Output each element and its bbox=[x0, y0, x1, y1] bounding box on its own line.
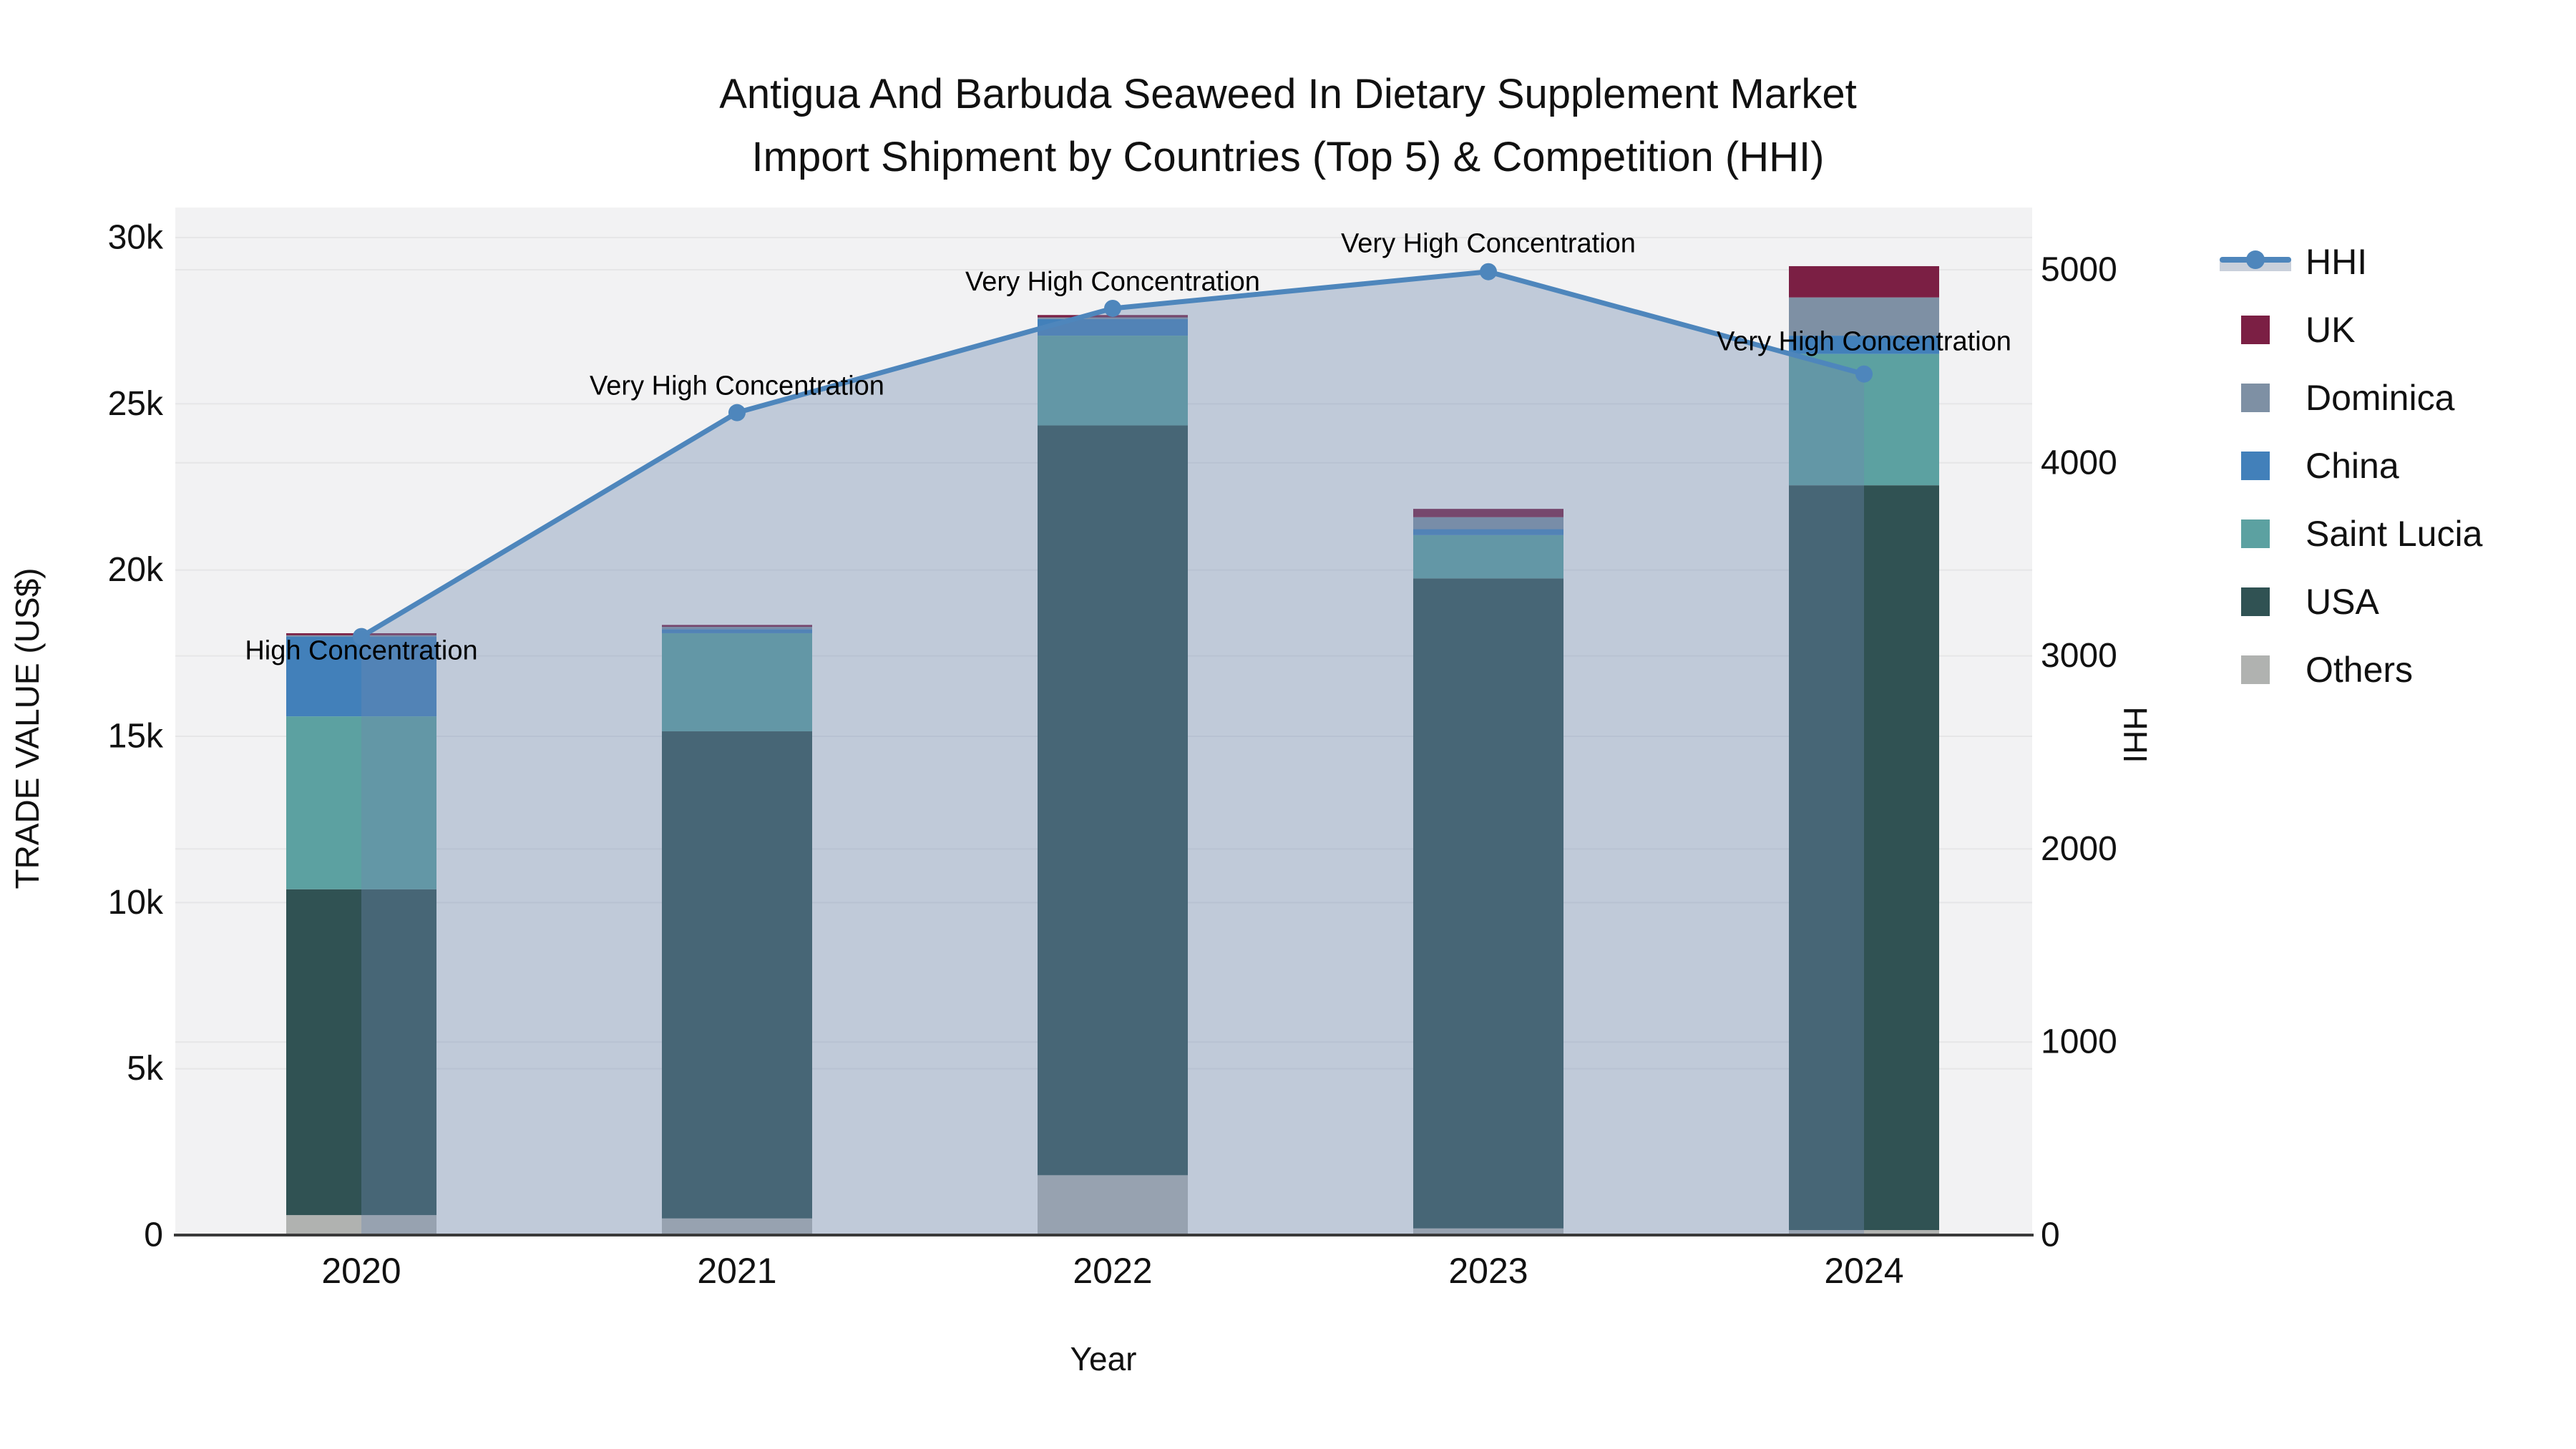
hhi-marker-2024 bbox=[1855, 365, 1873, 383]
left-tick-label-25k: 25k bbox=[108, 385, 164, 423]
bar-segment-usa-2023 bbox=[1413, 578, 1563, 1229]
bar-segment-others-2024 bbox=[1789, 1230, 1939, 1235]
legend-item-others: Others bbox=[2215, 635, 2482, 703]
hhi-line-swatch-icon bbox=[2220, 250, 2291, 271]
left-tick-label-20k: 20k bbox=[108, 551, 164, 589]
x-tick-label-2022: 2022 bbox=[1073, 1251, 1152, 1291]
bar-segment-others-2021 bbox=[662, 1218, 812, 1235]
legend-label: UK bbox=[2306, 309, 2356, 350]
legend-item-china: China bbox=[2215, 431, 2482, 499]
legend-label: Saint Lucia bbox=[2306, 513, 2483, 554]
legend-swatch-zone bbox=[2215, 519, 2296, 548]
left-tick-label-0: 0 bbox=[144, 1216, 163, 1254]
legend-label: USA bbox=[2306, 581, 2379, 622]
bar-segment-uk-2021 bbox=[662, 625, 812, 628]
bar-segment-others-2023 bbox=[1413, 1228, 1563, 1235]
legend-swatch-zone bbox=[2215, 655, 2296, 684]
legend-color-swatch-icon bbox=[2241, 383, 2270, 412]
bar-segment-saint-lucia-2023 bbox=[1413, 535, 1563, 579]
left-tick-label-5k: 5k bbox=[127, 1050, 164, 1088]
bar-segment-dominica-2021 bbox=[662, 627, 812, 630]
chart-title-line2: Import Shipment by Countries (Top 5) & C… bbox=[751, 134, 1825, 180]
bar-segment-china-2020 bbox=[286, 636, 436, 717]
bar-segment-dominica-2024 bbox=[1789, 297, 1939, 336]
legend-color-swatch-icon bbox=[2241, 519, 2270, 548]
bar-segment-dominica-2022 bbox=[1038, 317, 1188, 319]
x-tick-label-2023: 2023 bbox=[1448, 1251, 1528, 1291]
bar-segment-saint-lucia-2022 bbox=[1038, 336, 1188, 426]
annotation-2020: High Concentration bbox=[245, 636, 477, 666]
legend-swatch-zone bbox=[2215, 383, 2296, 412]
hhi-marker-2021 bbox=[728, 404, 746, 421]
chart-title: Antigua And Barbuda Seaweed In Dietary S… bbox=[0, 63, 2576, 189]
bar-segment-saint-lucia-2020 bbox=[286, 716, 436, 889]
legend-label: China bbox=[2306, 445, 2399, 486]
bar-segment-china-2022 bbox=[1038, 318, 1188, 336]
hhi-marker-2020 bbox=[353, 628, 370, 645]
bar-segment-usa-2024 bbox=[1789, 485, 1939, 1231]
bar-segment-china-2021 bbox=[662, 629, 812, 633]
x-axis-title: Year bbox=[1070, 1340, 1137, 1377]
legend-item-saint-lucia: Saint Lucia bbox=[2215, 499, 2482, 567]
legend-color-swatch-icon bbox=[2241, 655, 2270, 684]
legend-label: Dominica bbox=[2306, 377, 2455, 418]
legend-item-dominica: Dominica bbox=[2215, 364, 2482, 431]
right-tick-label-0: 0 bbox=[2041, 1216, 2060, 1254]
bar-segment-uk-2024 bbox=[1789, 265, 1939, 298]
legend-color-swatch-icon bbox=[2241, 451, 2270, 480]
right-tick-label-3000: 3000 bbox=[2041, 637, 2117, 675]
right-tick-label-1000: 1000 bbox=[2041, 1023, 2117, 1061]
legend: HHI UK Dominica China Saint Lucia USA Others bbox=[2215, 228, 2482, 703]
annotation-2022: Very High Concentration bbox=[965, 267, 1260, 297]
bar-segment-uk-2023 bbox=[1413, 509, 1563, 517]
x-tick-label-2024: 2024 bbox=[1824, 1251, 1903, 1291]
annotation-2021: Very High Concentration bbox=[590, 371, 884, 401]
legend-swatch-zone bbox=[2215, 587, 2296, 616]
annotation-2023: Very High Concentration bbox=[1341, 229, 1636, 259]
right-tick-label-5000: 5000 bbox=[2041, 251, 2117, 289]
legend-color-swatch-icon bbox=[2241, 315, 2270, 344]
left-tick-label-30k: 30k bbox=[108, 219, 164, 257]
x-tick-label-2020: 2020 bbox=[321, 1251, 401, 1291]
bar-segment-dominica-2023 bbox=[1413, 517, 1563, 530]
bar-segment-usa-2020 bbox=[286, 889, 436, 1216]
bar-segment-others-2022 bbox=[1038, 1175, 1188, 1235]
left-tick-label-15k: 15k bbox=[108, 718, 164, 756]
legend-item-usa: USA bbox=[2215, 567, 2482, 635]
legend-label: HHI bbox=[2306, 241, 2368, 282]
hhi-area-fill bbox=[361, 271, 1864, 1235]
chart-title-line1: Antigua And Barbuda Seaweed In Dietary S… bbox=[719, 71, 1857, 117]
hhi-marker-2023 bbox=[1480, 263, 1497, 280]
hhi-marker-swatch bbox=[2246, 250, 2265, 269]
legend-item-uk: UK bbox=[2215, 296, 2482, 364]
annotation-2024: Very High Concentration bbox=[1717, 327, 2011, 357]
bar-segment-china-2023 bbox=[1413, 529, 1563, 535]
y-axis-title-left: TRADE VALUE (US$) bbox=[9, 567, 46, 889]
legend-label: Others bbox=[2306, 649, 2414, 690]
legend-color-swatch-icon bbox=[2241, 587, 2270, 616]
y-axis-title-right: HHI bbox=[2117, 706, 2154, 763]
hhi-marker-2022 bbox=[1104, 299, 1121, 317]
bar-segment-china-2024 bbox=[1789, 336, 1939, 354]
legend-item-hhi: HHI bbox=[2215, 228, 2482, 296]
bar-segment-usa-2022 bbox=[1038, 425, 1188, 1176]
bar-segment-saint-lucia-2021 bbox=[662, 633, 812, 732]
legend-swatch-zone bbox=[2215, 315, 2296, 344]
right-tick-label-4000: 4000 bbox=[2041, 444, 2117, 482]
bar-segment-others-2020 bbox=[286, 1215, 436, 1235]
legend-swatch-zone bbox=[2215, 451, 2296, 480]
left-tick-label-10k: 10k bbox=[108, 884, 164, 922]
bar-segment-usa-2021 bbox=[662, 731, 812, 1219]
right-tick-label-2000: 2000 bbox=[2041, 830, 2117, 868]
x-tick-label-2021: 2021 bbox=[697, 1251, 776, 1291]
legend-swatch-zone bbox=[2215, 250, 2296, 271]
